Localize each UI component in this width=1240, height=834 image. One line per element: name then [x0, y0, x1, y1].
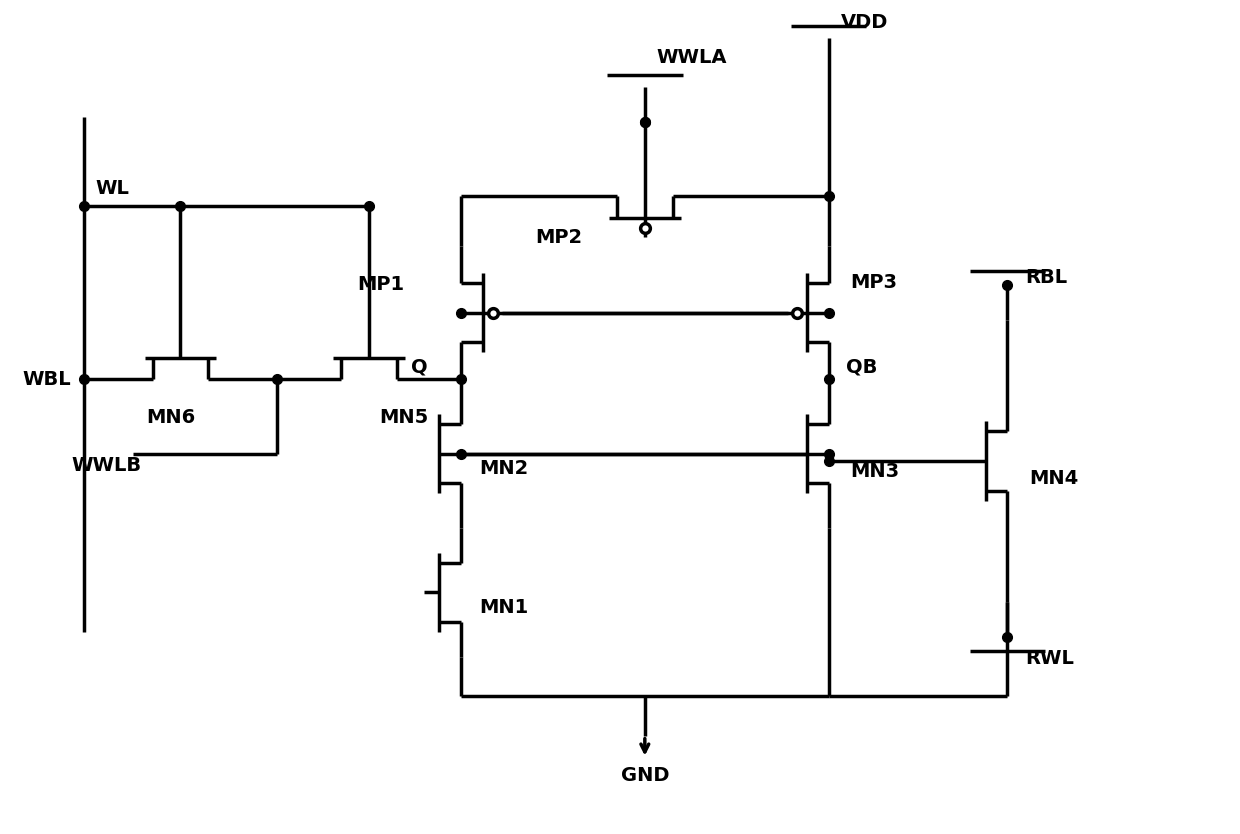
Text: Q: Q — [412, 358, 428, 377]
Text: MN4: MN4 — [1029, 470, 1079, 489]
Text: MN5: MN5 — [379, 408, 428, 426]
Text: RBL: RBL — [1025, 268, 1068, 287]
Text: QB: QB — [847, 358, 878, 377]
Text: WL: WL — [95, 178, 129, 198]
Text: MN2: MN2 — [479, 459, 528, 478]
Text: WBL: WBL — [22, 370, 71, 389]
Text: MP1: MP1 — [357, 275, 404, 294]
Text: GND: GND — [620, 766, 670, 785]
Text: MP2: MP2 — [536, 229, 583, 248]
Text: MP3: MP3 — [851, 274, 898, 293]
Text: WWLB: WWLB — [72, 456, 141, 475]
Text: WWLA: WWLA — [657, 48, 727, 67]
Text: MN6: MN6 — [146, 408, 195, 426]
Text: MN3: MN3 — [851, 462, 899, 481]
Text: RWL: RWL — [1025, 649, 1074, 668]
Text: MN1: MN1 — [479, 598, 528, 616]
Text: VDD: VDD — [841, 13, 888, 33]
